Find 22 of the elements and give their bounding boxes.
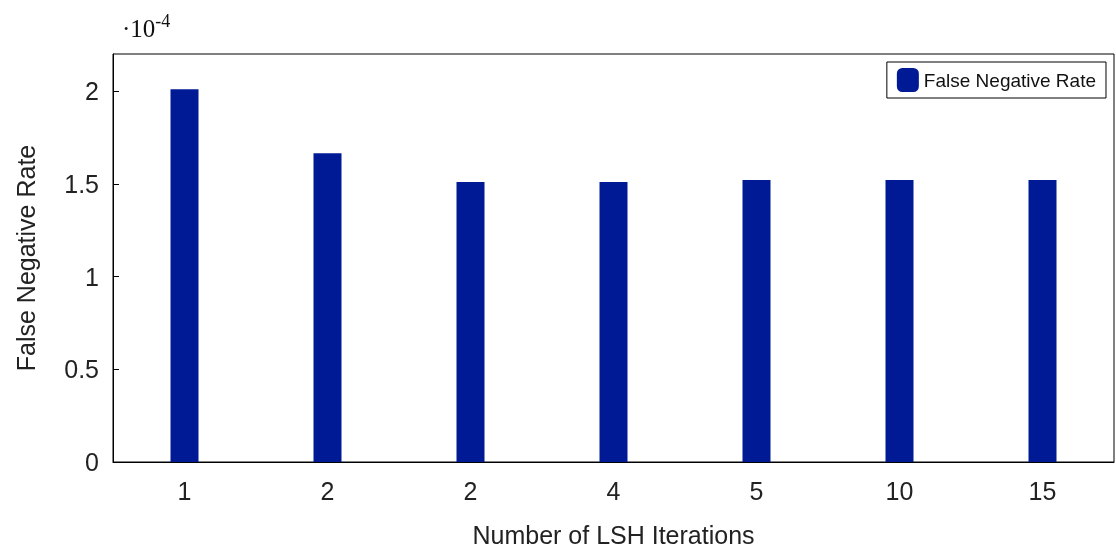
y-tick-label: 2 <box>85 77 99 106</box>
bar <box>1028 180 1057 462</box>
y-tick-label: 1 <box>85 262 99 291</box>
y-tick-label: 1.5 <box>64 169 99 198</box>
x-axis-title: Number of LSH Iterations <box>472 520 755 549</box>
bar <box>599 181 628 462</box>
bar <box>170 89 199 462</box>
x-tick-label: 15 <box>1028 476 1057 505</box>
x-tick-label: 10 <box>885 476 914 505</box>
bar <box>885 180 914 462</box>
y-tick-label: 0.5 <box>64 355 99 384</box>
legend-label: False Negative Rate <box>923 69 1097 91</box>
bar <box>456 181 485 462</box>
y-axis-title: False Negative Rate <box>11 144 40 372</box>
bar <box>742 180 771 462</box>
x-tick-label: 4 <box>606 476 621 505</box>
x-tick-label: 2 <box>463 476 478 505</box>
bar <box>313 153 342 462</box>
x-tick-label: 5 <box>749 476 764 505</box>
x-tick-label: 2 <box>320 476 335 505</box>
y-tick-label: 0 <box>85 448 99 476</box>
x-tick-label: 1 <box>177 476 192 505</box>
